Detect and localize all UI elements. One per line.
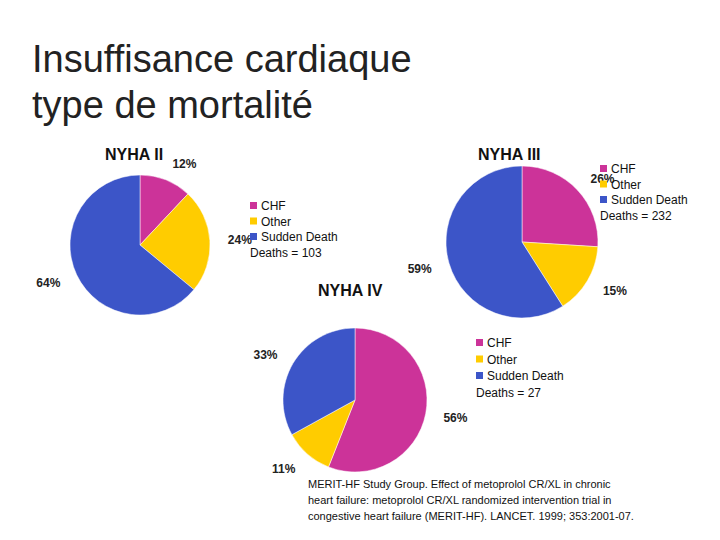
legend-swatch (476, 356, 483, 363)
data-label: 64% (36, 276, 60, 290)
legend-label: Other (261, 215, 291, 229)
annotation: Deaths = 232 (600, 209, 672, 223)
legend-label: CHF (487, 336, 512, 350)
pie-slice (522, 166, 598, 247)
legend-label: Other (487, 353, 517, 367)
data-label: 33% (254, 348, 278, 362)
legend-label: CHF (611, 162, 636, 176)
legend: CHF OtherSudden Death Deaths = 103 (250, 199, 338, 260)
pie-slice (70, 175, 194, 315)
legend-swatch (600, 165, 607, 172)
legend-swatch (476, 372, 483, 379)
annotation: Deaths = 103 (250, 246, 322, 260)
legend-label: Sudden Death (261, 230, 338, 244)
data-label: 11% (272, 462, 296, 476)
legend-label: CHF (261, 199, 286, 213)
pie-chart: NYHA IV 56% 11% 33% CHF Other Sudden Death Deat… (254, 282, 564, 476)
source: MERIT-HF Study Group. Effect of metoprol… (308, 478, 611, 490)
heading: Insuffisance cardiaque (32, 38, 412, 80)
source: heart failure: metoprolol CR/XL randomiz… (308, 494, 611, 506)
annotation: Deaths = 27 (476, 386, 541, 400)
legend-swatch (600, 181, 607, 188)
chart-title: NYHA III (478, 146, 541, 163)
chart-title: NYHA II (105, 146, 163, 163)
legend-swatch (476, 339, 483, 346)
source: congestive heart failure (MERIT-HF). LAN… (308, 510, 634, 522)
pie-chart: NYHA III26%15%59%CHFOtherSudden DeathDea… (408, 146, 688, 318)
legend-swatch (600, 196, 607, 203)
data-label: 24% (228, 233, 252, 247)
chart-title: NYHA IV (318, 282, 383, 299)
data-label: 12% (172, 157, 196, 171)
legend-label: Sudden Death (611, 193, 688, 207)
legend-swatch (250, 218, 257, 225)
heading: type de mortalité (32, 84, 313, 126)
data-label: 56% (443, 411, 467, 425)
legend-label: Other (611, 178, 641, 192)
legend: CHF OtherSudden Death Deaths = 232 (600, 162, 688, 223)
data-label: 59% (408, 262, 432, 276)
pie-slice (283, 328, 355, 435)
pie-chart: NYHA II 12% 24% 64% CHF OtherSudden Death Deat… (36, 146, 337, 315)
legend-label: Sudden Death (487, 369, 564, 383)
data-label: 15% (603, 284, 627, 298)
legend-swatch (250, 202, 257, 209)
pie-slice (446, 166, 563, 318)
legend: CHF Other Sudden Death Deaths = 27 (476, 336, 564, 400)
page: Insuffisance cardiaquetype de mortalité M… (0, 0, 720, 540)
legend-swatch (250, 233, 257, 240)
